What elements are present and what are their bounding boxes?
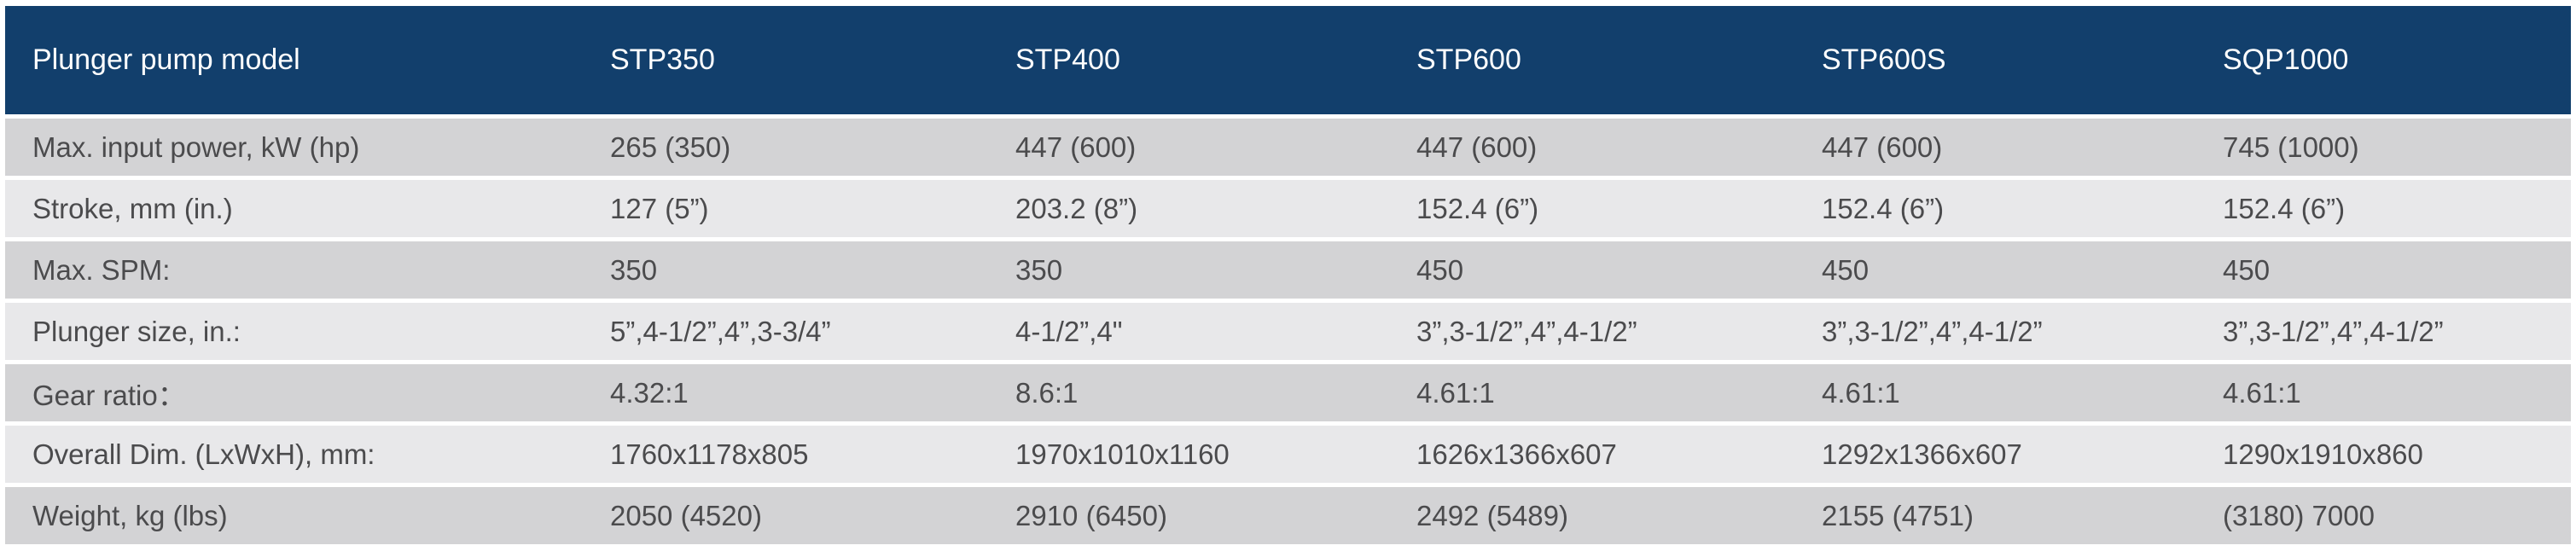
column-header-model: Plunger pump model [5, 6, 610, 114]
cell-value: 2492 (5489) [1416, 487, 1822, 544]
cell-value: 1290x1910x860 [2223, 426, 2571, 483]
cell-value: 350 [610, 241, 1015, 299]
cell-value: 203.2 (8”) [1015, 180, 1416, 237]
cell-value: 4-1/2”,4" [1015, 303, 1416, 360]
table-row: Gear ratio： 4.32:1 8.6:1 4.61:1 4.61:1 4… [5, 364, 2571, 421]
table-header-row: Plunger pump model STP350 STP400 STP600 … [5, 6, 2571, 114]
row-label: Max. input power, kW (hp) [5, 119, 610, 176]
cell-value: 5”,4-1/2”,4”,3-3/4” [610, 303, 1015, 360]
cell-value: 2910 (6450) [1015, 487, 1416, 544]
cell-value: 4.32:1 [610, 364, 1015, 421]
cell-value: 745 (1000) [2223, 119, 2571, 176]
cell-value: 4.61:1 [2223, 364, 2571, 421]
cell-value: 447 (600) [1416, 119, 1822, 176]
table-body: Max. input power, kW (hp) 265 (350) 447 … [5, 119, 2571, 544]
cell-value: 127 (5”) [610, 180, 1015, 237]
table-row: Max. input power, kW (hp) 265 (350) 447 … [5, 119, 2571, 176]
column-header-stp600s: STP600S [1822, 6, 2223, 114]
cell-value: 8.6:1 [1015, 364, 1416, 421]
cell-value: 350 [1015, 241, 1416, 299]
column-header-stp400: STP400 [1015, 6, 1416, 114]
cell-value: 3”,3-1/2”,4”,4-1/2” [1416, 303, 1822, 360]
row-label: Plunger size, in.: [5, 303, 610, 360]
table-row: Weight, kg (lbs) 2050 (4520) 2910 (6450)… [5, 487, 2571, 544]
row-label: Max. SPM: [5, 241, 610, 299]
cell-value: 152.4 (6”) [2223, 180, 2571, 237]
cell-value: 152.4 (6”) [1822, 180, 2223, 237]
pump-spec-table: Plunger pump model STP350 STP400 STP600 … [5, 2, 2571, 548]
cell-value: 3”,3-1/2”,4”,4-1/2” [1822, 303, 2223, 360]
cell-value: 1292x1366x607 [1822, 426, 2223, 483]
column-header-stp600: STP600 [1416, 6, 1822, 114]
table-row: Max. SPM: 350 350 450 450 450 [5, 241, 2571, 299]
cell-value: 4.61:1 [1822, 364, 2223, 421]
cell-value: 1626x1366x607 [1416, 426, 1822, 483]
column-header-stp350: STP350 [610, 6, 1015, 114]
row-label: Stroke, mm (in.) [5, 180, 610, 237]
row-label: Gear ratio： [5, 364, 610, 421]
cell-value: (3180) 7000 [2223, 487, 2571, 544]
cell-value: 152.4 (6”) [1416, 180, 1822, 237]
cell-value: 2050 (4520) [610, 487, 1015, 544]
cell-value: 2155 (4751) [1822, 487, 2223, 544]
column-header-sqp1000: SQP1000 [2223, 6, 2571, 114]
row-label: Weight, kg (lbs) [5, 487, 610, 544]
cell-value: 4.61:1 [1416, 364, 1822, 421]
cell-value: 450 [2223, 241, 2571, 299]
cell-value: 447 (600) [1015, 119, 1416, 176]
cell-value: 450 [1822, 241, 2223, 299]
cell-value: 450 [1416, 241, 1822, 299]
cell-value: 1970x1010x1160 [1015, 426, 1416, 483]
cell-value: 3”,3-1/2”,4”,4-1/2” [2223, 303, 2571, 360]
row-label: Overall Dim. (LxWxH), mm: [5, 426, 610, 483]
cell-value: 447 (600) [1822, 119, 2223, 176]
cell-value: 265 (350) [610, 119, 1015, 176]
table-row: Overall Dim. (LxWxH), mm: 1760x1178x805 … [5, 426, 2571, 483]
table-row: Stroke, mm (in.) 127 (5”) 203.2 (8”) 152… [5, 180, 2571, 237]
table-row: Plunger size, in.: 5”,4-1/2”,4”,3-3/4” 4… [5, 303, 2571, 360]
cell-value: 1760x1178x805 [610, 426, 1015, 483]
